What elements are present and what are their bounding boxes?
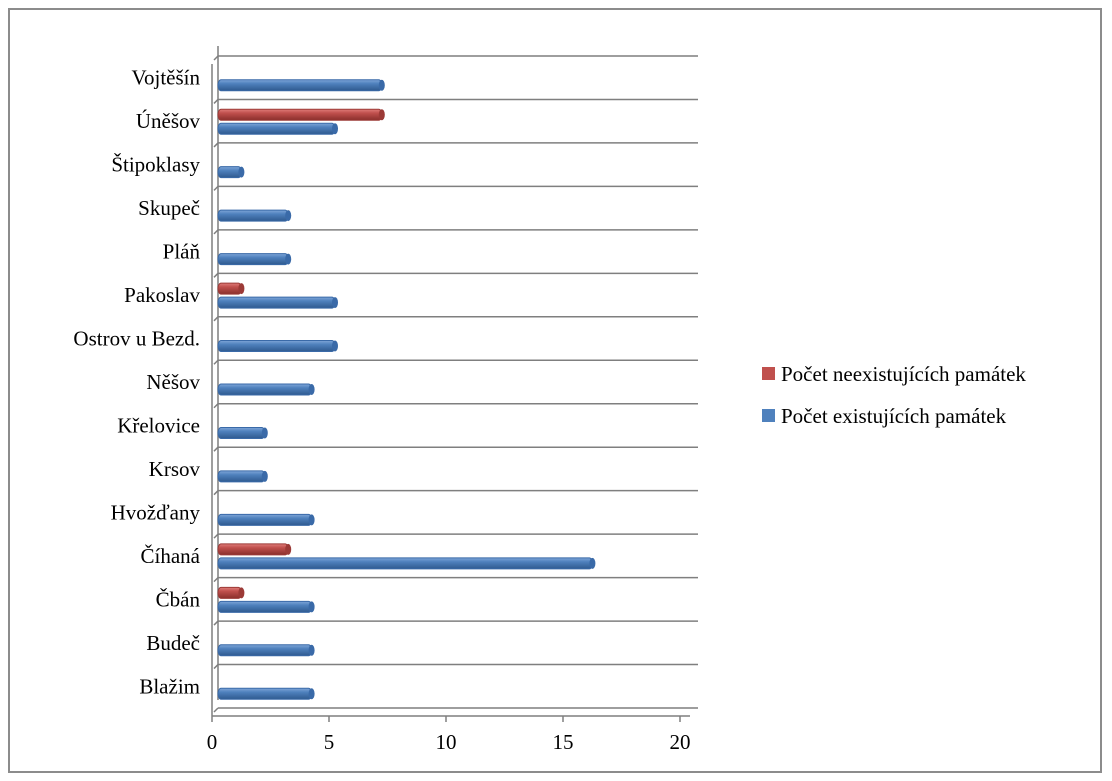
bar-existing-cap xyxy=(332,123,338,135)
category-label: Skupeč xyxy=(138,196,200,220)
gridline-depth xyxy=(213,707,219,713)
legend-swatch xyxy=(762,367,775,380)
category-label: Číhaná xyxy=(141,544,201,568)
category-label: Ostrov u Bezd. xyxy=(73,327,200,351)
bar-existing xyxy=(217,557,593,570)
category-label: Budeč xyxy=(146,631,200,655)
bar-existing xyxy=(217,340,336,353)
bar-existing xyxy=(217,383,313,396)
bar-existing xyxy=(217,426,266,439)
bar-nonexisting xyxy=(217,108,383,121)
bar-nonexisting xyxy=(217,543,289,556)
x-tick-label: 15 xyxy=(553,730,574,754)
bar-existing xyxy=(217,253,289,266)
labels: 0 5 10 15 20 Blažim Budeč Čbán Číhaná Hvožďany Krs… xyxy=(73,66,690,754)
bar-existing-cap xyxy=(589,557,596,569)
legend: Počet neexistujících památek Počet existu… xyxy=(762,362,1026,428)
category-label: Hvožďany xyxy=(111,500,201,524)
bar-existing xyxy=(217,687,313,700)
chart-frame xyxy=(8,8,1102,773)
bar-existing-cap xyxy=(332,340,338,352)
bar-nonexisting-cap xyxy=(238,587,245,599)
x-tick-label: 10 xyxy=(436,730,457,754)
category-label: Štipoklasy xyxy=(111,153,200,177)
bar-existing xyxy=(217,166,242,179)
bar-existing-cap xyxy=(285,253,292,265)
bar-existing xyxy=(217,470,266,483)
bar-existing-cap xyxy=(332,297,338,309)
bar-existing-cap xyxy=(308,688,315,700)
category-label: Vojtěšín xyxy=(132,66,201,90)
category-label: Blažim xyxy=(139,674,200,698)
bar-nonexisting xyxy=(217,586,242,599)
gridlines xyxy=(213,55,698,713)
bar-existing-cap xyxy=(261,427,268,439)
legend-label: Počet neexistujících památek xyxy=(781,362,1026,386)
bar-existing-cap xyxy=(261,470,268,482)
bar-existing xyxy=(217,296,336,309)
bar-existing xyxy=(217,644,313,657)
category-label: Něšov xyxy=(146,370,200,394)
x-tick-label: 20 xyxy=(670,730,691,754)
bar-nonexisting xyxy=(217,282,242,295)
category-label: Úněšov xyxy=(136,109,201,133)
bar-existing xyxy=(217,122,336,135)
bar-existing-cap xyxy=(308,384,315,395)
bars xyxy=(217,79,596,700)
x-tick-label: 5 xyxy=(324,730,335,754)
bar-existing xyxy=(217,513,313,526)
bar-existing-cap xyxy=(308,601,315,613)
legend-label: Počet existujících památek xyxy=(781,404,1007,428)
category-label: Pláň xyxy=(163,240,201,264)
bar-existing xyxy=(217,79,383,92)
category-label: Krsov xyxy=(149,457,201,481)
legend-swatch xyxy=(762,409,775,422)
bar-existing xyxy=(217,600,313,613)
category-label: Pakoslav xyxy=(124,283,200,307)
category-label: Křelovice xyxy=(117,413,200,437)
x-tick-label: 0 xyxy=(207,730,218,754)
bar-existing-cap xyxy=(285,210,292,222)
bar-existing-cap xyxy=(238,166,245,178)
bar-nonexisting-cap xyxy=(285,543,292,555)
bar-nonexisting-cap xyxy=(238,283,245,295)
category-label: Čbán xyxy=(156,587,201,611)
bar-nonexisting-cap xyxy=(378,109,385,121)
bar-existing-cap xyxy=(308,514,315,526)
bar-existing-cap xyxy=(378,79,385,91)
bar-existing xyxy=(217,209,289,222)
bar-existing-cap xyxy=(308,644,315,656)
